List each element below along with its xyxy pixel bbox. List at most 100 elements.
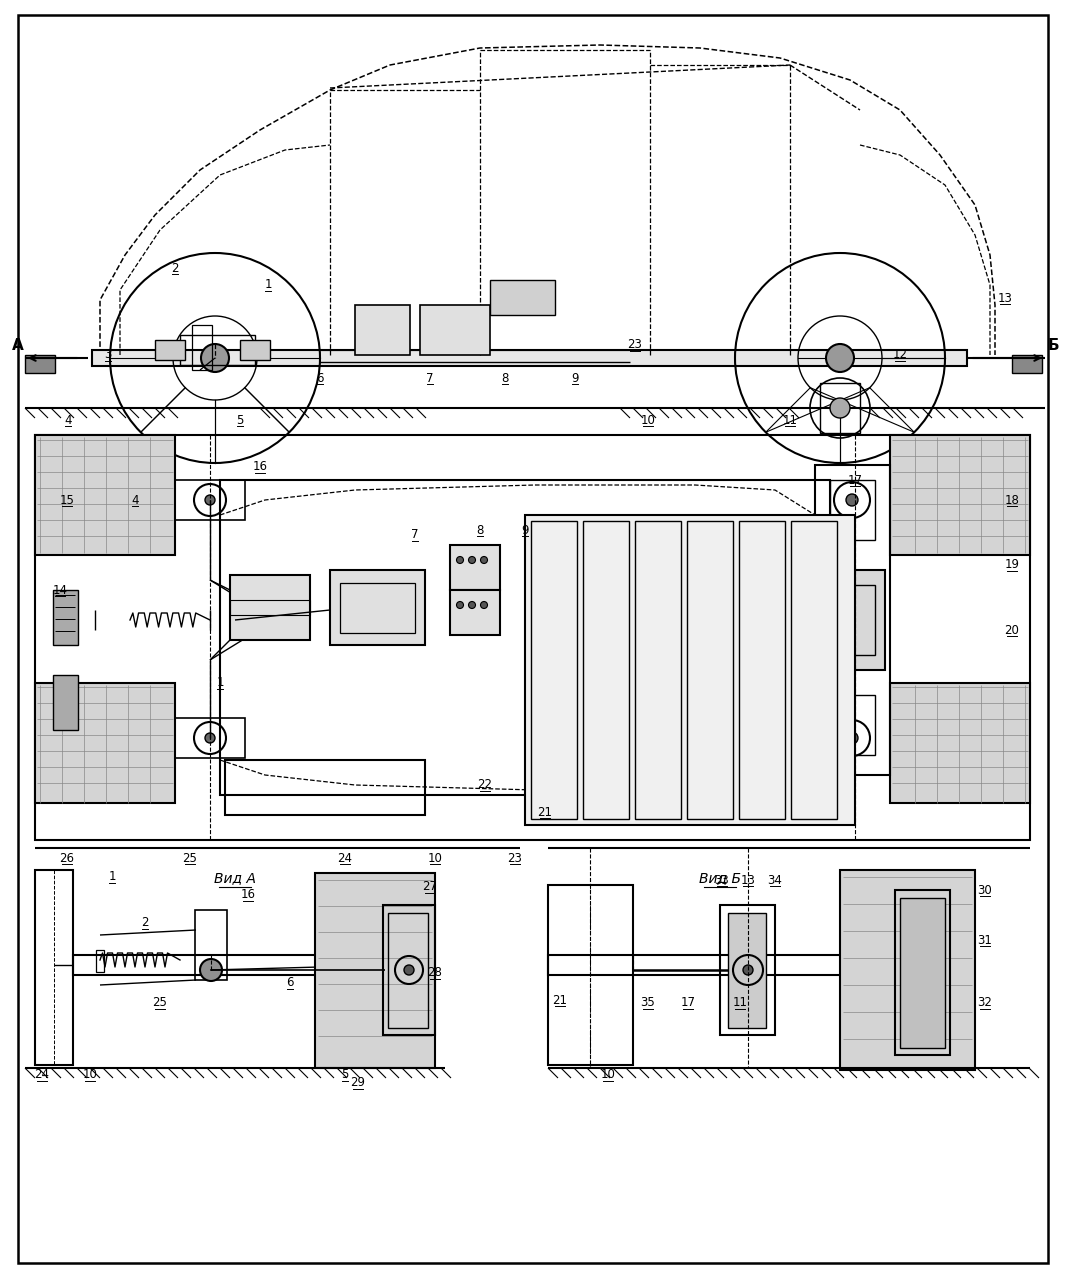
Bar <box>230 599 310 615</box>
Text: 10: 10 <box>428 851 443 864</box>
Text: 15: 15 <box>60 493 75 506</box>
Text: 13: 13 <box>740 873 755 887</box>
Text: 34: 34 <box>767 873 782 887</box>
Bar <box>230 575 310 640</box>
Bar <box>821 570 885 670</box>
Text: Б: Б <box>1047 337 1058 353</box>
Bar <box>720 905 775 1035</box>
Text: 11: 11 <box>733 997 748 1010</box>
Bar <box>340 583 415 633</box>
Bar <box>92 350 967 366</box>
Text: 10: 10 <box>601 1068 616 1081</box>
Text: 9: 9 <box>571 372 578 385</box>
Circle shape <box>480 602 488 608</box>
Bar <box>73 955 433 975</box>
Text: 28: 28 <box>428 966 443 979</box>
Bar <box>830 695 875 755</box>
Circle shape <box>457 602 463 608</box>
Text: 6: 6 <box>316 372 323 385</box>
Bar <box>728 912 766 1028</box>
Text: 32: 32 <box>977 997 992 1010</box>
Bar <box>220 481 830 795</box>
Circle shape <box>846 732 858 744</box>
Text: 1: 1 <box>108 870 115 883</box>
Circle shape <box>830 397 850 418</box>
Bar <box>791 521 837 819</box>
Text: 3: 3 <box>105 349 112 362</box>
Text: 8: 8 <box>476 524 483 537</box>
Text: 14: 14 <box>52 584 67 597</box>
Circle shape <box>205 495 214 505</box>
Bar <box>830 481 875 541</box>
Bar <box>525 515 855 826</box>
Bar <box>899 898 945 1048</box>
Bar <box>583 521 630 819</box>
Bar <box>450 590 500 635</box>
Text: 10: 10 <box>82 1068 97 1081</box>
Text: 18: 18 <box>1004 493 1019 506</box>
Text: 24: 24 <box>337 851 352 864</box>
Text: 31: 31 <box>977 933 992 947</box>
Bar <box>225 760 425 815</box>
Text: 35: 35 <box>640 997 655 1010</box>
Circle shape <box>457 556 463 564</box>
Bar <box>175 718 245 758</box>
Bar <box>531 521 577 819</box>
Bar <box>687 521 733 819</box>
Text: Вид А: Вид А <box>214 872 256 884</box>
Circle shape <box>200 958 222 982</box>
Bar <box>840 870 975 1070</box>
Text: 2: 2 <box>141 916 148 929</box>
Text: 11: 11 <box>782 414 797 427</box>
Text: 25: 25 <box>182 851 197 864</box>
Text: 22: 22 <box>478 778 493 791</box>
Text: 6: 6 <box>286 976 293 989</box>
Text: 7: 7 <box>411 529 418 542</box>
Bar <box>35 682 175 803</box>
Text: 16: 16 <box>240 888 255 901</box>
Text: 30: 30 <box>977 883 992 896</box>
Bar <box>175 481 245 520</box>
Text: 12: 12 <box>892 349 908 362</box>
Text: 23: 23 <box>627 339 642 351</box>
Bar <box>35 435 1030 840</box>
Bar <box>450 544 500 590</box>
Text: 21: 21 <box>538 805 553 818</box>
Text: 7: 7 <box>426 372 434 385</box>
Circle shape <box>480 556 488 564</box>
Text: 33: 33 <box>715 873 730 887</box>
Circle shape <box>468 602 476 608</box>
Text: 13: 13 <box>998 291 1013 304</box>
Bar <box>490 280 555 314</box>
Bar <box>315 873 435 1068</box>
Circle shape <box>205 734 214 743</box>
Text: 9: 9 <box>522 524 529 537</box>
Text: 21: 21 <box>553 993 568 1007</box>
Bar <box>420 305 490 355</box>
Bar <box>548 955 888 975</box>
Bar <box>821 383 860 433</box>
Bar <box>180 335 255 366</box>
Bar <box>895 889 950 1056</box>
Text: 2: 2 <box>171 262 179 275</box>
Bar <box>192 325 212 371</box>
Circle shape <box>846 495 858 506</box>
Bar <box>1012 355 1042 373</box>
Text: 19: 19 <box>1004 558 1019 571</box>
Bar <box>96 950 103 973</box>
Bar <box>383 905 435 1035</box>
Circle shape <box>468 556 476 564</box>
Bar <box>53 590 78 645</box>
Text: 10: 10 <box>640 414 655 427</box>
Text: 5: 5 <box>341 1068 349 1081</box>
Circle shape <box>201 344 229 372</box>
Bar <box>890 682 1030 803</box>
Text: 25: 25 <box>153 997 168 1010</box>
Circle shape <box>743 965 753 975</box>
Bar <box>330 570 425 645</box>
Text: Вид Б: Вид Б <box>699 872 740 884</box>
Text: 17: 17 <box>681 997 696 1010</box>
Text: А: А <box>12 337 23 353</box>
Bar <box>890 435 1030 555</box>
Text: 4: 4 <box>64 414 71 427</box>
